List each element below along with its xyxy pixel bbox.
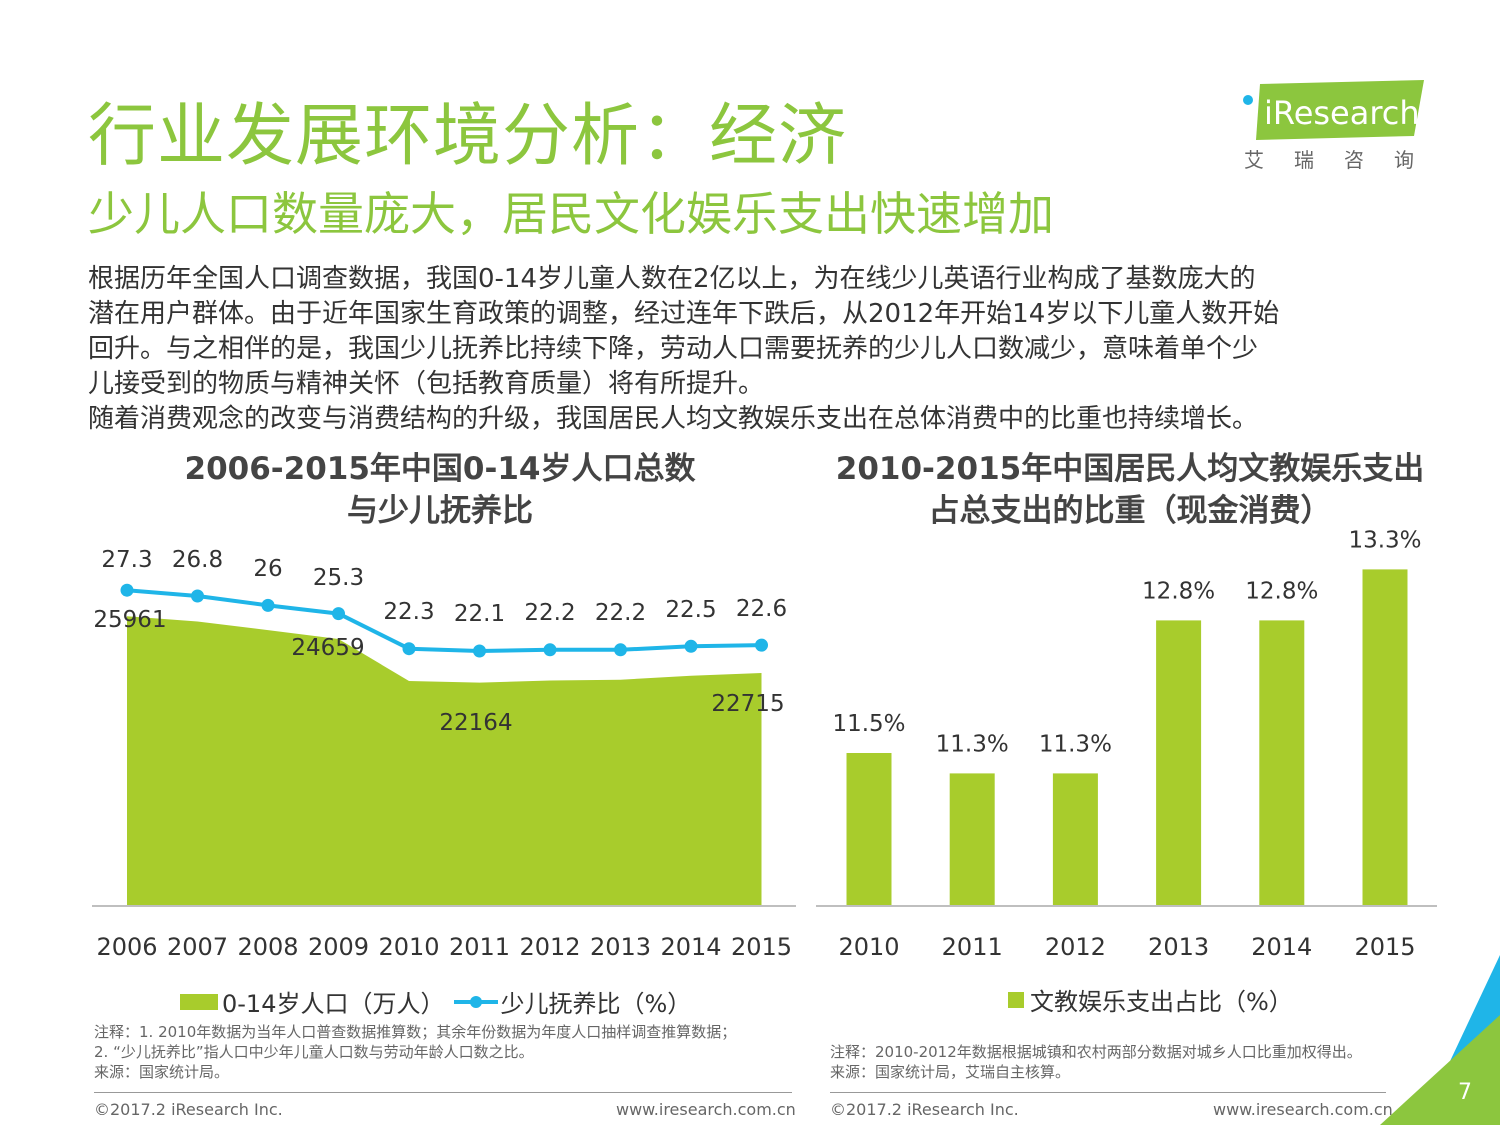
dependency-ratio-point — [191, 589, 204, 603]
legend-line-swatch — [454, 995, 499, 1008]
x-tick-label: 2012 — [1045, 933, 1106, 961]
dependency-ratio-label: 22.3 — [383, 599, 434, 625]
footer-divider-right — [830, 1092, 1386, 1093]
spending-bar — [949, 773, 995, 906]
logo-text: iResearch — [1264, 94, 1420, 132]
page-subtitle: 少儿人口数量庞大，居民文化娱乐支出快速增加 — [88, 187, 1054, 241]
dependency-ratio-label: 27.3 — [101, 547, 152, 573]
x-tick-label: 2013 — [590, 933, 651, 961]
left-chart-title: 2006-2015年中国0-14岁人口总数 与少儿抚养比 — [130, 448, 750, 532]
logo-cn-text: 艾瑞咨询 — [1244, 148, 1444, 172]
spending-bar — [1362, 569, 1408, 906]
right-notes: 注释：2010-2012年数据根据城镇和农村两部分数据对城乡人口比重加权得出。 … — [830, 1042, 1362, 1082]
x-tick-label: 2015 — [1354, 933, 1415, 961]
spending-bar-label: 13.3% — [1348, 527, 1421, 553]
population-chart: 2006 2007 2008 2009 2010 2011 2012 2013 2014 2015… — [92, 547, 796, 961]
note-line: 来源：国家统计局。 — [94, 1063, 230, 1081]
note-line: 来源：国家统计局，艾瑞自主核算。 — [830, 1063, 1071, 1081]
x-tick-label: 2011 — [942, 933, 1003, 961]
spending-bar — [846, 753, 892, 906]
dependency-ratio-label: 25.3 — [313, 565, 364, 591]
x-tick-label: 2010 — [838, 933, 899, 961]
population-data-label: 22164 — [439, 710, 512, 736]
iresearch-logo: iResearch — [1243, 80, 1424, 140]
population-data-label: 25961 — [93, 607, 166, 633]
dependency-ratio-point — [614, 643, 627, 657]
population-data-label: 22715 — [711, 691, 784, 717]
legend-area-label: 0-14岁人口（万人） — [222, 990, 445, 1018]
dependency-ratio-label: 22.1 — [454, 601, 505, 627]
page-number: 7 — [1458, 1080, 1472, 1105]
dependency-ratio-point — [120, 583, 134, 597]
legend-line-label: 少儿抚养比（%） — [500, 990, 692, 1018]
legend-bar-label: 文教娱乐支出占比（%） — [1030, 988, 1293, 1016]
right-chart-title-line: 2010-2015年中国居民人均文教娱乐支出 — [835, 451, 1425, 487]
note-line: 注释：2010-2012年数据根据城镇和农村两部分数据对城乡人口比重加权得出。 — [830, 1043, 1362, 1061]
dependency-ratio-label: 22.2 — [524, 600, 575, 626]
x-tick-label: 2006 — [96, 933, 157, 961]
footer-copyright-left: ©2017.2 iResearch Inc. — [94, 1100, 283, 1119]
left-chart-title-line: 2006-2015年中国0-14岁人口总数 — [184, 451, 696, 487]
x-tick-label: 2008 — [237, 933, 298, 961]
footer-copyright-right: ©2017.2 iResearch Inc. — [830, 1100, 1019, 1119]
footer-divider-left — [94, 1092, 792, 1093]
intro-line: 根据历年全国人口调查数据，我国0-14岁儿童人数在2亿以上，为在线少儿英语行业构… — [88, 264, 1256, 294]
footer-url-left: www.iresearch.com.cn — [616, 1100, 796, 1119]
population-data-label: 24659 — [291, 635, 364, 661]
corner-decoration — [1380, 955, 1500, 1125]
x-tick-label: 2012 — [519, 933, 580, 961]
intro-line: 随着消费观念的改变与消费结构的升级，我国居民人均文教娱乐支出在总体消费中的比重也… — [88, 404, 1259, 434]
x-tick-label: 2013 — [1148, 933, 1209, 961]
intro-line: 回升。与之相伴的是，我国少儿抚养比持续下降，劳动人口需要抚养的少儿人口数减少，意… — [88, 334, 1259, 364]
left-chart-title-line: 与少儿抚养比 — [347, 493, 533, 529]
right-legend: 文教娱乐支出占比（%） — [1008, 982, 1293, 1017]
dependency-ratio-line — [126, 588, 762, 653]
culture-spending-chart: 11.5% 2010 11.3% 2011 11.3% 2012 12.8% 2013 12.8… — [816, 527, 1437, 961]
spending-bar-label: 11.3% — [1039, 731, 1112, 757]
spending-bar-label: 12.8% — [1245, 578, 1318, 604]
x-tick-label: 2010 — [378, 933, 439, 961]
x-tick-label: 2014 — [1251, 933, 1312, 961]
dependency-ratio-point — [261, 598, 275, 612]
spending-bar — [1259, 620, 1305, 906]
dependency-ratio-point — [332, 607, 345, 621]
dependency-ratio-point — [473, 644, 486, 658]
dependency-ratio-label: 22.5 — [665, 597, 716, 623]
x-tick-label: 2014 — [660, 933, 721, 961]
left-legend: 0-14岁人口（万人） 少儿抚养比（%） — [180, 984, 691, 1019]
dependency-ratio-label: 26.8 — [172, 547, 223, 573]
dependency-ratio-label: 22.6 — [736, 596, 787, 622]
x-tick-label: 2015 — [731, 933, 792, 961]
footer-url-right: www.iresearch.com.cn — [1213, 1100, 1393, 1119]
legend-bar-swatch — [1008, 991, 1024, 1008]
dependency-ratio-point — [684, 639, 698, 653]
note-line: 注释：1. 2010年数据为当年人口普查数据推算数；其余年份数据为年度人口抽样调… — [94, 1023, 737, 1041]
legend-area-swatch — [180, 993, 218, 1010]
spending-bar-label: 11.3% — [936, 731, 1009, 757]
page-title: 行业发展环境分析：经济 — [88, 97, 848, 176]
right-chart-title: 2010-2015年中国居民人均文教娱乐支出 占总支出的比重（现金消费） — [810, 448, 1450, 532]
intro-line: 潜在用户群体。由于近年国家生育政策的调整，经过连年下跌后，从2012年开始14岁… — [88, 299, 1280, 329]
intro-line: 儿接受到的物质与精神关怀（包括教育质量）将有所提升。 — [88, 369, 765, 399]
population-area — [127, 616, 762, 906]
dependency-ratio-point — [543, 643, 557, 657]
dependency-ratio-point — [402, 642, 416, 656]
x-tick-label: 2011 — [449, 933, 510, 961]
spending-bar-label: 11.5% — [832, 711, 905, 737]
dependency-ratio-label: 26 — [253, 556, 282, 582]
note-line: 2. “少儿抚养比”指人口中少年儿童人口数与劳动年龄人口数之比。 — [94, 1043, 534, 1061]
x-tick-label: 2007 — [167, 933, 228, 961]
left-notes: 注释：1. 2010年数据为当年人口普查数据推算数；其余年份数据为年度人口抽样调… — [94, 1022, 736, 1082]
spending-bar-label: 12.8% — [1142, 578, 1215, 604]
dependency-ratio-point — [755, 638, 768, 652]
spending-bar — [1052, 773, 1098, 906]
spending-bar — [1156, 620, 1202, 906]
dependency-ratio-label: 22.2 — [595, 600, 646, 626]
x-tick-label: 2009 — [308, 933, 369, 961]
intro-paragraph: 根据历年全国人口调查数据，我国0-14岁儿童人数在2亿以上，为在线少儿英语行业构… — [88, 262, 1428, 437]
right-chart-title-line: 占总支出的比重（现金消费） — [928, 493, 1332, 529]
